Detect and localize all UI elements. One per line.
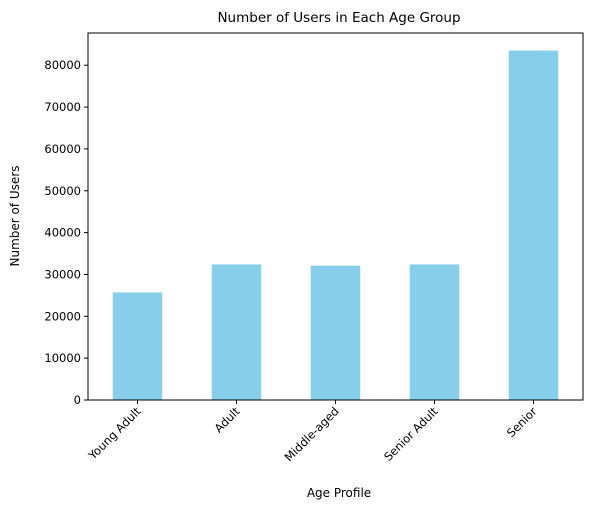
bar (409, 264, 460, 400)
plot-frame (87, 32, 584, 401)
y-tick-label: 80000 (44, 58, 81, 72)
bar (211, 264, 262, 400)
y-tick-label: 10000 (44, 351, 81, 365)
y-tick-label: 50000 (44, 184, 81, 198)
x-axis: Young Adult Adult Middle-aged Senior Adult S… (85, 400, 540, 464)
x-tick-label: Young Adult (85, 404, 144, 463)
x-axis-label: Age Profile (307, 486, 371, 500)
y-tick-label: 60000 (44, 142, 81, 156)
y-tick-label: 40000 (44, 226, 81, 240)
bar (310, 265, 361, 400)
y-axis-label: Number of Users (8, 165, 22, 266)
y-tick-label: 30000 (44, 267, 81, 281)
bars-group (112, 50, 559, 400)
y-tick-label: 70000 (44, 100, 81, 114)
chart-title: Number of Users in Each Age Group (217, 10, 460, 26)
x-tick-label: Senior (504, 404, 540, 440)
x-tick-label: Adult (212, 404, 243, 435)
bar (508, 50, 559, 400)
y-tick-label: 0 (74, 393, 81, 407)
y-axis: 0 10000 20000 30000 40000 50000 60000 70000 8000… (44, 58, 88, 407)
x-tick-label: Senior Adult (381, 404, 441, 464)
y-tick-label: 20000 (44, 309, 81, 323)
x-tick-label: Middle-aged (282, 404, 342, 464)
bar (112, 292, 163, 400)
